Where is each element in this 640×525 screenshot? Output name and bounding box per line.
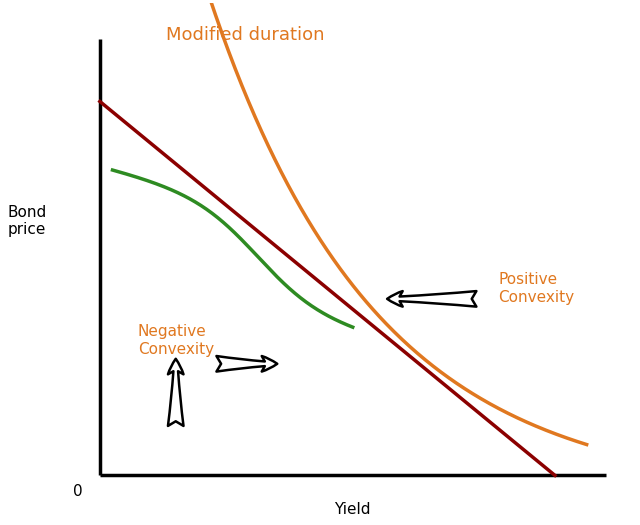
Text: Yield: Yield — [335, 502, 371, 517]
Text: 0: 0 — [73, 484, 83, 499]
Text: Negative
Convexity: Negative Convexity — [138, 324, 214, 356]
Text: Bond
price: Bond price — [8, 205, 47, 237]
Text: Positive
Convexity: Positive Convexity — [498, 272, 574, 304]
Text: Modified duration: Modified duration — [166, 26, 324, 44]
